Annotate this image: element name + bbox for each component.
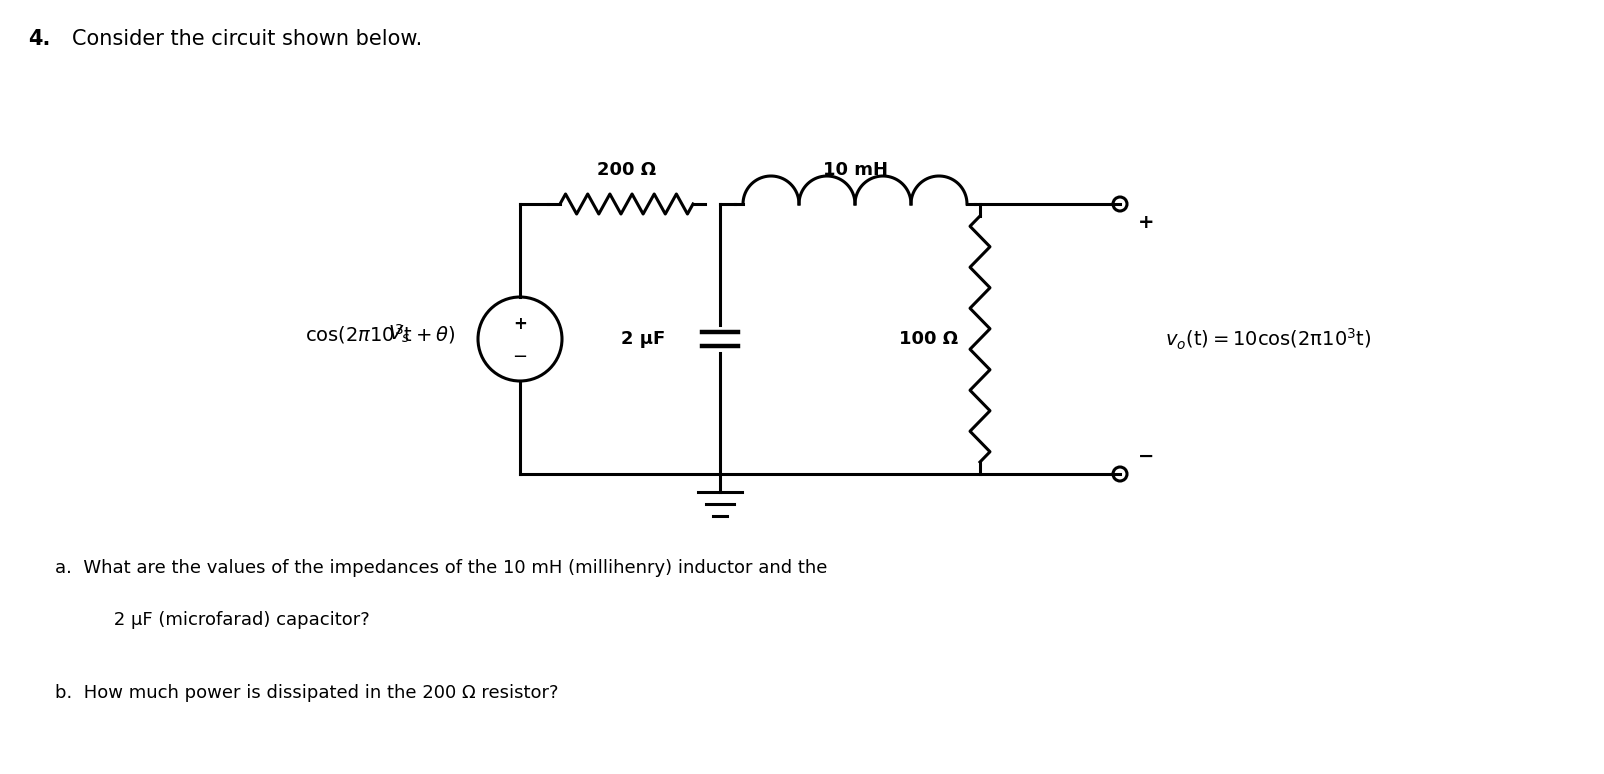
Text: 10 mH: 10 mH xyxy=(823,161,887,179)
Text: $\mathrm{cos}(2\pi 10^3\mathrm{t} + \theta)$: $\mathrm{cos}(2\pi 10^3\mathrm{t} + \the… xyxy=(305,322,456,346)
Text: 4.: 4. xyxy=(27,29,50,49)
Text: 2 μF: 2 μF xyxy=(621,330,666,348)
Text: 2 μF (microfarad) capacitor?: 2 μF (microfarad) capacitor? xyxy=(85,611,371,629)
Text: a.  What are the values of the impedances of the 10 mH (millihenry) inductor and: a. What are the values of the impedances… xyxy=(55,559,828,577)
Text: b.  How much power is dissipated in the 200 Ω resistor?: b. How much power is dissipated in the 2… xyxy=(55,684,558,702)
Text: $V_s$: $V_s$ xyxy=(388,324,411,344)
Text: 100 Ω: 100 Ω xyxy=(898,330,958,348)
Text: $v_o\mathrm{(t) = 10cos(2\pi 10^3 t)}$: $v_o\mathrm{(t) = 10cos(2\pi 10^3 t)}$ xyxy=(1165,327,1371,351)
Text: +: + xyxy=(513,315,528,333)
Text: −: − xyxy=(1137,447,1155,465)
Text: +: + xyxy=(1137,213,1155,231)
Text: −: − xyxy=(512,348,528,366)
Text: 200 Ω: 200 Ω xyxy=(597,161,656,179)
Text: Consider the circuit shown below.: Consider the circuit shown below. xyxy=(72,29,422,49)
